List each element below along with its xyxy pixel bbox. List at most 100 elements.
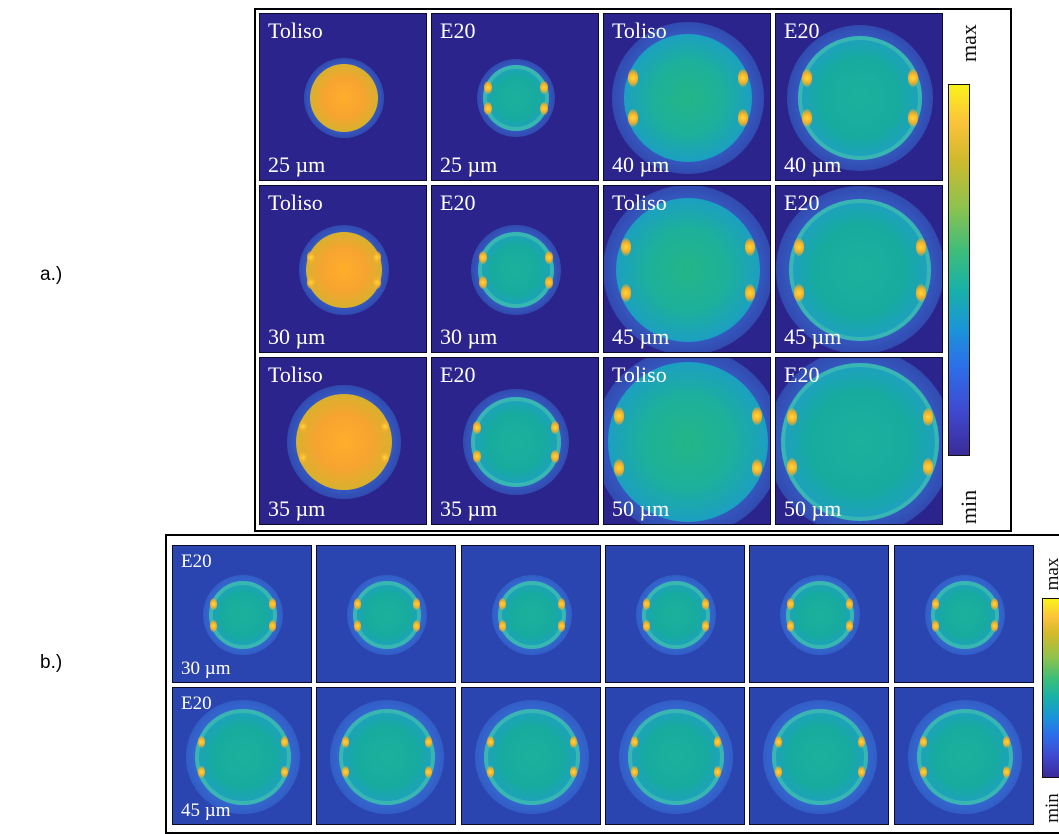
hot-spot — [775, 766, 783, 779]
tile-b-r1c3 — [461, 545, 601, 683]
tile-b-r1c2 — [316, 545, 456, 683]
droplet — [931, 581, 999, 649]
hot-spot — [268, 619, 276, 632]
droplet — [195, 709, 291, 805]
hot-spot — [787, 619, 795, 632]
hot-spot — [1002, 735, 1010, 748]
material-label: Toliso — [268, 18, 323, 43]
tile-b-r2c3 — [461, 687, 601, 825]
hot-spot — [499, 619, 507, 632]
hot-spot — [550, 421, 559, 435]
hot-spot — [342, 735, 350, 748]
tile-a-r1c1: Toliso 25 µm — [259, 13, 427, 181]
hot-spot — [857, 735, 865, 748]
droplet — [781, 363, 939, 521]
hot-spot — [210, 598, 218, 611]
size-label: 50 µm — [784, 496, 842, 521]
hot-spot — [280, 766, 288, 779]
hot-spot — [713, 766, 721, 779]
droplet — [471, 397, 561, 487]
hot-spot — [354, 619, 362, 632]
hot-spot — [544, 275, 553, 289]
hot-spot — [787, 407, 798, 426]
hot-spot — [569, 735, 577, 748]
droplet — [772, 709, 868, 805]
hot-spot — [483, 102, 492, 116]
tile-b-r2c2 — [316, 687, 456, 825]
hot-spot — [210, 619, 218, 632]
tile-b-r2c4 — [605, 687, 745, 825]
droplet — [483, 65, 549, 131]
hot-spot — [920, 735, 928, 748]
hot-spot — [631, 735, 639, 748]
tile-a-r1c2: E20 25 µm — [431, 13, 599, 181]
tile-b-r2c5 — [749, 687, 889, 825]
droplet — [624, 34, 752, 162]
size-label: 45 µm — [784, 324, 842, 349]
hot-spot — [557, 598, 565, 611]
hot-spot — [483, 80, 492, 94]
size-label: 35 µm — [268, 496, 326, 521]
tile-a-r2c3: Toliso 45 µm — [603, 185, 771, 353]
hot-spot — [801, 108, 812, 127]
hot-spot — [793, 283, 804, 302]
hot-spot — [701, 619, 709, 632]
droplet — [628, 709, 724, 805]
tile-a-r2c4: E20 45 µm — [775, 185, 943, 353]
hot-spot — [922, 458, 933, 477]
droplet — [616, 198, 760, 342]
panel-label-a: a.) — [40, 264, 63, 285]
hot-spot — [381, 450, 390, 464]
droplet — [798, 36, 922, 160]
hot-spot — [544, 251, 553, 265]
hot-spot — [550, 449, 559, 463]
tile-a-r1c4: E20 40 µm — [775, 13, 943, 181]
hot-spot — [1002, 766, 1010, 779]
material-label: E20 — [440, 190, 476, 215]
material-label: E20 — [784, 190, 820, 215]
tile-a-r3c2: E20 35 µm — [431, 357, 599, 525]
material-label: E20 — [181, 693, 212, 714]
hot-spot — [738, 109, 749, 128]
hot-spot — [787, 458, 798, 477]
hot-spot — [801, 69, 812, 88]
panel-b-colorbar — [1042, 598, 1059, 778]
tile-b-r1c5 — [749, 545, 889, 683]
hot-spot — [479, 251, 488, 265]
hot-spot — [499, 598, 507, 611]
tile-b-r1c6 — [894, 545, 1034, 683]
size-label: 30 µm — [181, 658, 231, 679]
tile-a-r3c3: Toliso 50 µm — [603, 357, 771, 525]
panel-a-colorbar-min: min — [956, 489, 981, 525]
hot-spot — [627, 109, 638, 128]
hot-spot — [643, 598, 651, 611]
hot-spot — [280, 735, 288, 748]
material-label: E20 — [440, 362, 476, 387]
size-label: 30 µm — [440, 324, 498, 349]
size-label: 45 µm — [181, 800, 231, 821]
hot-spot — [627, 68, 638, 87]
hot-spot — [569, 766, 577, 779]
hot-spot — [473, 421, 482, 435]
hot-spot — [701, 598, 709, 611]
size-label: 45 µm — [612, 324, 670, 349]
tile-a-r3c1: Toliso 35 µm — [259, 357, 427, 525]
hot-spot — [342, 766, 350, 779]
hot-spot — [198, 735, 206, 748]
hot-spot — [738, 68, 749, 87]
droplet — [917, 709, 1013, 805]
droplet — [642, 581, 710, 649]
hot-spot — [787, 598, 795, 611]
hot-spot — [298, 450, 307, 464]
droplet — [353, 581, 421, 649]
hot-spot — [424, 735, 432, 748]
droplet — [306, 232, 382, 308]
hot-spot — [412, 619, 420, 632]
tile-a-r2c2: E20 30 µm — [431, 185, 599, 353]
tile-a-r1c3: Toliso 40 µm — [603, 13, 771, 181]
material-label: E20 — [784, 362, 820, 387]
hot-spot — [631, 766, 639, 779]
tile-a-r2c1: Toliso 30 µm — [259, 185, 427, 353]
hot-spot — [540, 102, 549, 116]
hot-spot — [751, 458, 762, 477]
